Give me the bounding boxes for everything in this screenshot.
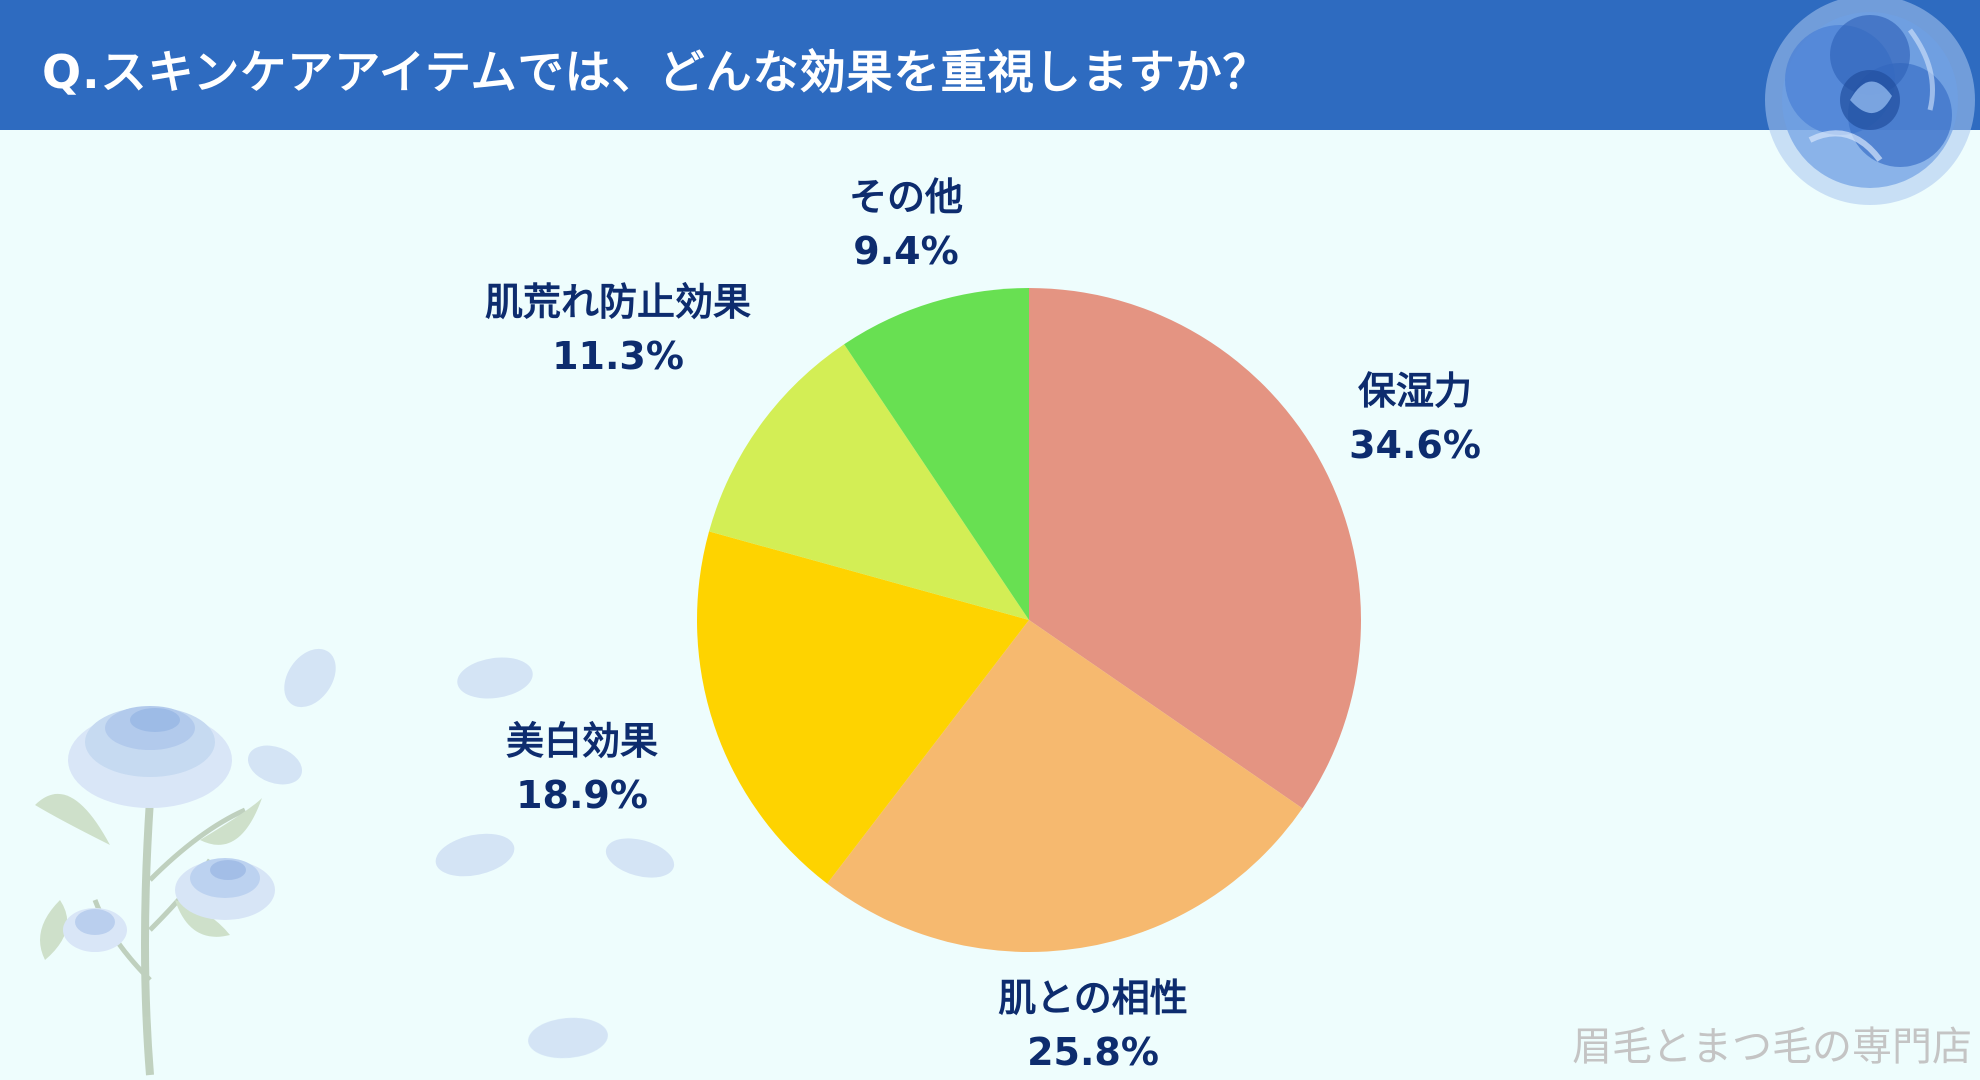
- slice-label: 美白効果: [505, 719, 659, 763]
- pie-slice-肌との相性: [827, 620, 1303, 953]
- slice-value: 11.3%: [552, 334, 684, 378]
- pie-label-その他: その他 9.4%: [849, 170, 963, 278]
- pie-slice-肌荒れ防止効果: [709, 344, 1029, 620]
- slice-label: その他: [848, 175, 964, 219]
- slice-label: 保湿力: [1357, 369, 1472, 413]
- slice-value: 25.8%: [1027, 1030, 1159, 1074]
- pie-label-肌との相性: 肌との相性 25.8%: [998, 971, 1188, 1079]
- pie-label-美白効果: 美白効果 18.9%: [506, 714, 658, 822]
- pie-slice-美白効果: [696, 531, 1029, 884]
- pie-slice-保湿力: [1029, 288, 1361, 809]
- chart-title: Q.スキンケアアイテムでは、どんな効果を重視しますか？: [42, 45, 1270, 99]
- slice-value: 18.9%: [516, 773, 648, 817]
- pie-label-保湿力: 保湿力 34.6%: [1349, 364, 1481, 472]
- title-bar: Q.スキンケアアイテムでは、どんな効果を重視しますか？: [0, 0, 1980, 130]
- pie-slice-その他: [844, 288, 1029, 620]
- slice-label: 肌との相性: [998, 976, 1188, 1020]
- shop-watermark: 眉毛とまつ毛の専門店: [1572, 1024, 1972, 1070]
- pie-label-肌荒れ防止効果: 肌荒れ防止効果 11.3%: [485, 275, 751, 383]
- slice-value: 9.4%: [853, 229, 959, 273]
- slice-label: 肌荒れ防止効果: [484, 280, 752, 324]
- slice-value: 34.6%: [1349, 423, 1481, 467]
